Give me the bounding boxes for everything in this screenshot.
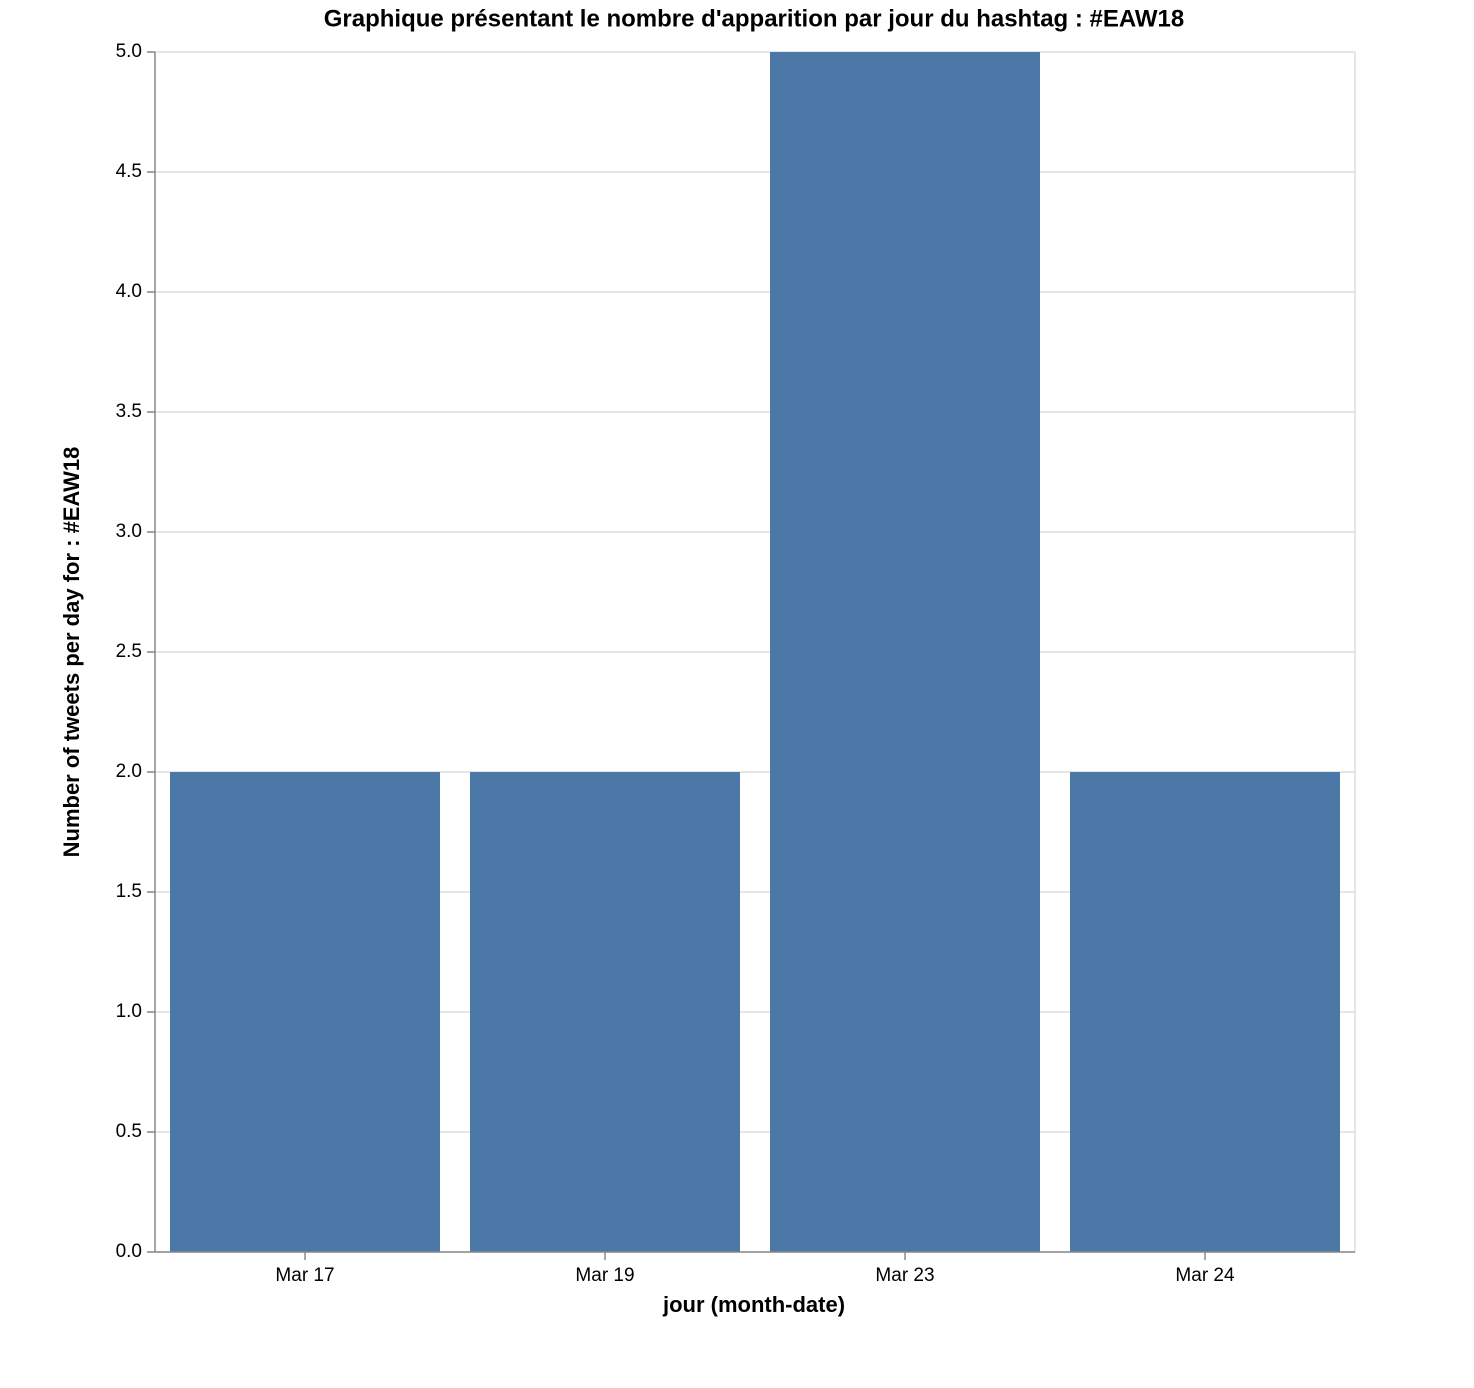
- y-tick-label: 1.5: [116, 881, 142, 902]
- bar: [1070, 772, 1340, 1252]
- bar: [770, 52, 1040, 1252]
- x-tick-label: Mar 19: [575, 1265, 634, 1286]
- y-tick-label: 5.0: [116, 41, 142, 62]
- y-axis-label: Number of tweets per day for : #EAW18: [59, 447, 84, 858]
- x-tick-label: Mar 23: [875, 1265, 934, 1286]
- y-tick-label: 2.0: [116, 761, 142, 782]
- y-tick-label: 4.5: [116, 161, 142, 182]
- y-tick-label: 0.0: [116, 1241, 142, 1262]
- y-tick-label: 4.0: [116, 281, 142, 302]
- y-tick-label: 3.5: [116, 401, 142, 422]
- chart-title: Graphique présentant le nombre d'apparit…: [324, 5, 1185, 32]
- y-tick-label: 1.0: [116, 1001, 142, 1022]
- y-tick-label: 0.5: [116, 1121, 142, 1142]
- x-tick-label: Mar 24: [1175, 1265, 1235, 1286]
- y-tick-label: 2.5: [116, 641, 142, 662]
- x-axis-label: jour (month-date): [662, 1292, 845, 1317]
- x-tick-label: Mar 17: [275, 1265, 334, 1286]
- bar: [170, 772, 440, 1252]
- bar: [470, 772, 740, 1252]
- y-tick-label: 3.0: [116, 521, 142, 542]
